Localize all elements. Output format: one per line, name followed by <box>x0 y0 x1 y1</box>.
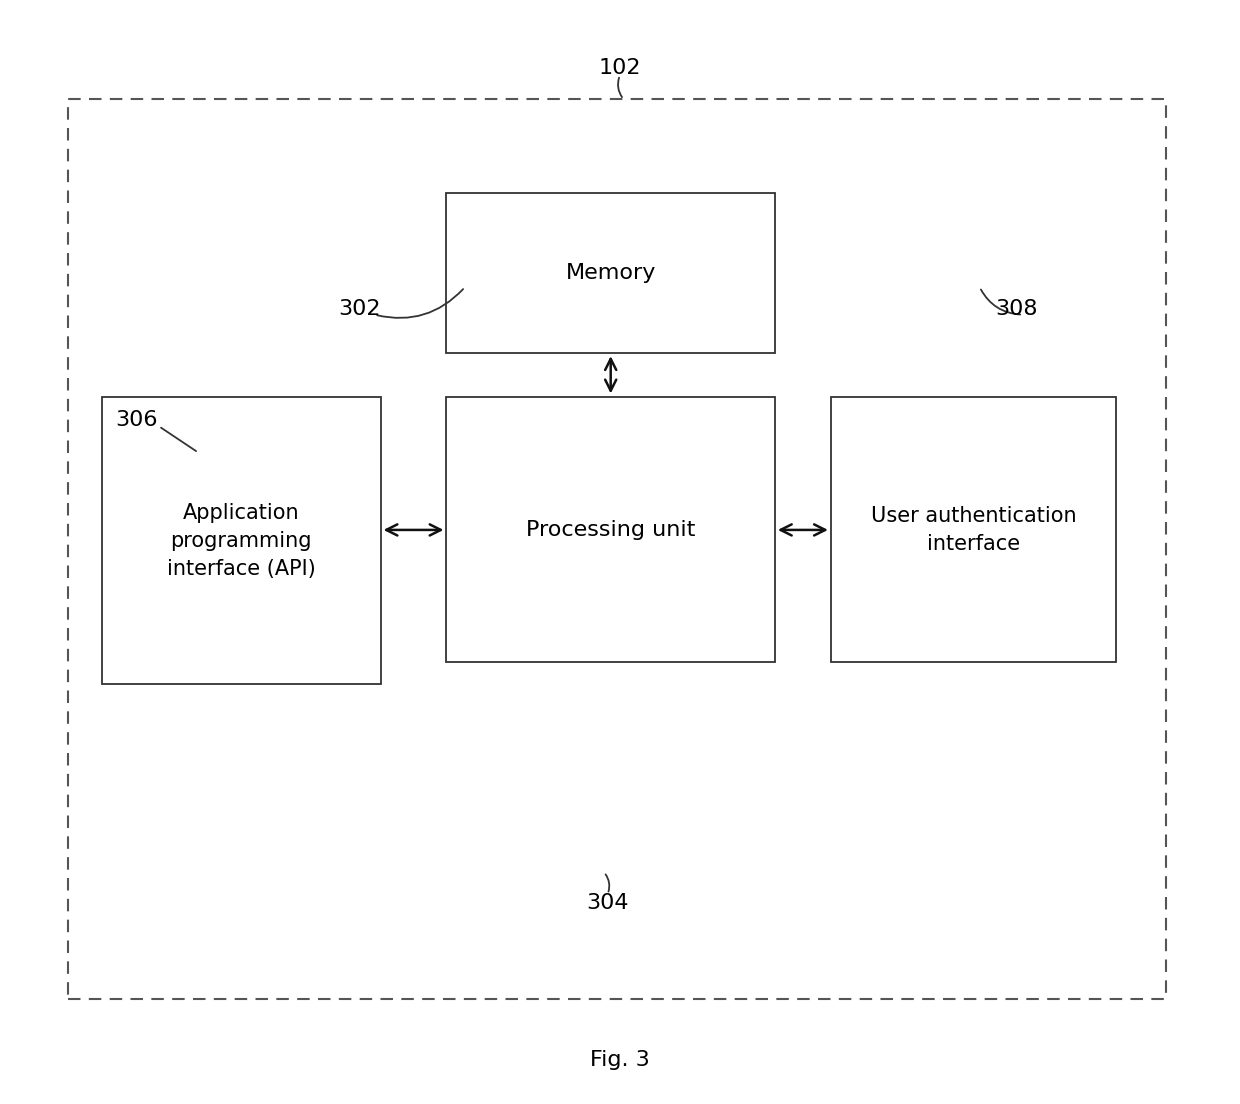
Bar <box>831 397 1116 662</box>
Bar <box>102 397 381 684</box>
Bar <box>446 193 775 353</box>
Bar <box>446 397 775 662</box>
Text: Memory: Memory <box>565 263 656 284</box>
Text: Application
programming
interface (API): Application programming interface (API) <box>167 503 315 578</box>
Bar <box>68 99 1166 999</box>
Text: 308: 308 <box>996 299 1038 319</box>
Text: Processing unit: Processing unit <box>526 520 696 540</box>
Text: 302: 302 <box>339 299 381 319</box>
Text: Fig. 3: Fig. 3 <box>590 1050 650 1070</box>
Text: 304: 304 <box>587 893 629 913</box>
Text: 306: 306 <box>115 410 157 429</box>
Text: 102: 102 <box>599 59 641 78</box>
Text: User authentication
interface: User authentication interface <box>870 506 1076 554</box>
